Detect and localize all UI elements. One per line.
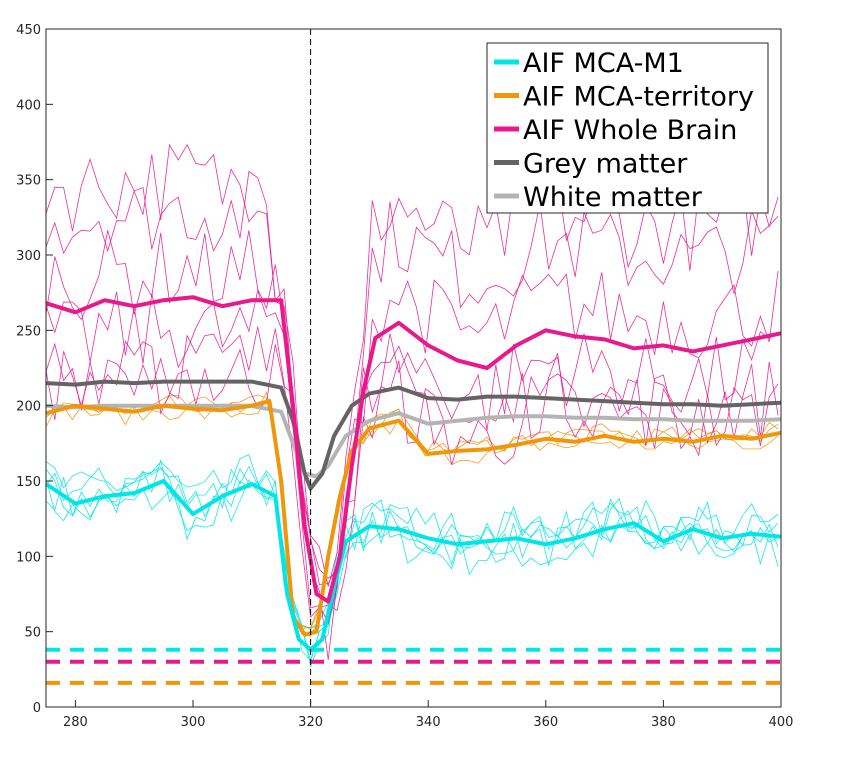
x-tick-label: 360 [533,715,558,730]
legend-label: White matter [523,182,703,213]
x-tick-label: 400 [769,715,794,730]
x-tick-label: 280 [63,715,88,730]
individual-curve [45,394,779,629]
y-tick-label: 350 [16,174,41,189]
y-tick-label: 200 [16,400,41,415]
individual-curve [45,326,779,619]
individual-curve [45,289,779,624]
series-line-aif_mca_m1 [44,479,782,652]
threshold-lines [46,647,781,685]
x-tick-label: 320 [298,715,323,730]
series-line-aif_whole_brain [45,295,782,604]
mean-series [44,295,782,652]
y-tick-label: 400 [16,98,41,113]
y-axis: 0 50 100 150 200 250 300 350 400 450 [16,23,53,716]
x-tick-label: 380 [651,715,676,730]
legend-box [486,42,769,214]
series-line-aif_mca_territory [45,399,782,637]
individual-curve [45,467,779,630]
y-tick-label: 300 [16,249,41,264]
plot-frame [45,28,782,708]
individual-curve [45,143,779,587]
x-tick-label: 340 [416,715,441,730]
y-tick-label: 450 [16,23,41,38]
individual-curve [45,459,779,663]
legend-label: Grey matter [523,149,688,180]
individual-curve [45,453,779,630]
individual-curve [45,466,779,669]
x-tick-label: 300 [181,715,206,730]
x-axis: 280 300 320 340 360 380 400 [63,700,793,730]
individual-curves [45,143,779,669]
y-tick-label: 250 [16,324,41,339]
y-tick-label: 100 [16,550,41,565]
y-tick-label: 0 [33,701,41,716]
legend-label: AIF Whole Brain [523,115,737,146]
individual-curve [45,170,779,586]
legend-label: AIF MCA-M1 [523,48,684,79]
y-tick-label: 150 [16,475,41,490]
y-tick-label: 50 [24,626,41,641]
legend-label: AIF MCA-territory [523,82,754,113]
